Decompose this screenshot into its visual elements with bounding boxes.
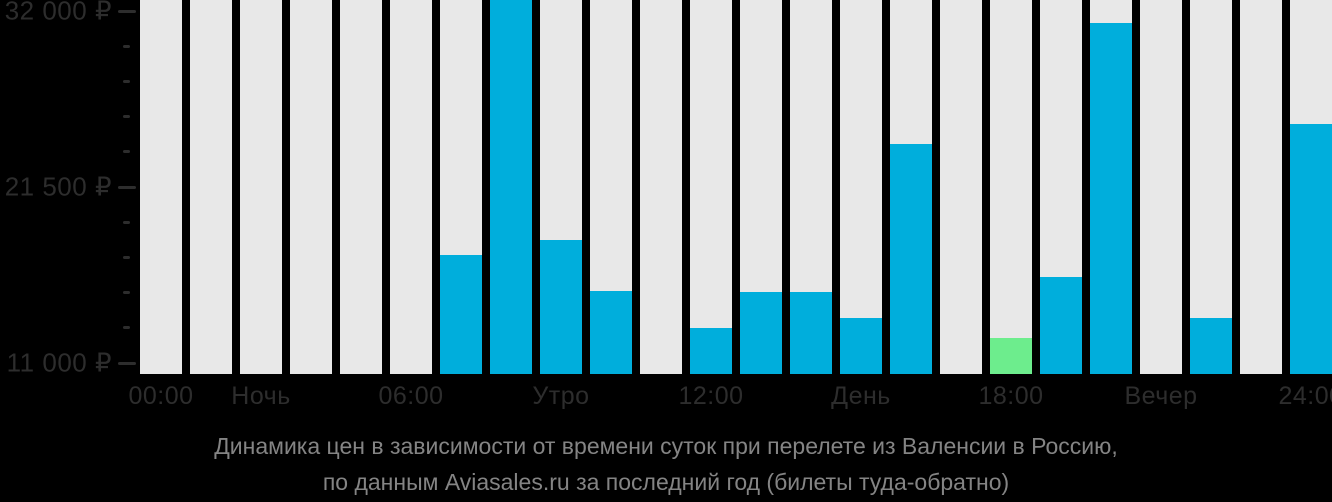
bar-background-column (640, 0, 682, 374)
y-axis-label: 32 000 ₽ (4, 0, 112, 26)
price-bar-hour-21[interactable] (1190, 317, 1232, 374)
price-bar-hour-09[interactable] (590, 290, 632, 374)
bar-background-column (1240, 0, 1282, 374)
y-tick-minor (123, 326, 130, 330)
x-axis-label-Ночь: Ночь (231, 382, 291, 410)
price-bar-hour-06[interactable] (440, 255, 482, 374)
x-axis-label-Утро: Утро (532, 382, 590, 410)
x-axis-label-1200: 12:00 (678, 382, 744, 410)
y-tick-minor (123, 255, 130, 259)
price-bar-hour-18[interactable] (1040, 277, 1082, 374)
x-axis-label-0000: 00:00 (128, 382, 194, 410)
y-tick-minor (123, 291, 130, 295)
price-bar-hour-15[interactable] (890, 144, 932, 374)
y-axis-label: 11 000 ₽ (6, 347, 112, 378)
bar-background-column (1190, 0, 1232, 374)
caption-line-2: по данным Aviasales.ru за последний год … (322, 469, 1010, 495)
bar-background-column (1140, 0, 1182, 374)
bar-background-column (690, 0, 732, 374)
price-bar-hour-12[interactable] (740, 292, 782, 374)
x-axis-label-0600: 06:00 (378, 382, 444, 410)
y-tick-major (118, 9, 136, 13)
caption-line-1: Динамика цен в зависимости от времени су… (214, 433, 1118, 459)
bar-background-column (840, 0, 882, 374)
price-bar-hour-07[interactable] (490, 0, 532, 374)
price-bar-cheapest-hour-17[interactable] (990, 337, 1032, 374)
y-tick-major (118, 185, 136, 189)
x-axis-label-1800: 18:00 (978, 382, 1044, 410)
price-bar-hour-11[interactable] (690, 327, 732, 374)
bar-background-column (240, 0, 282, 374)
bar-background-column (340, 0, 382, 374)
y-tick-minor (123, 115, 130, 119)
y-tick-minor (123, 79, 130, 83)
y-tick-major (118, 361, 136, 365)
y-tick-minor (123, 44, 130, 48)
x-axis-label-Вечер: Вечер (1124, 382, 1198, 410)
price-bar-hour-19[interactable] (1090, 23, 1132, 374)
bar-background-column (940, 0, 982, 374)
y-tick-minor (123, 150, 130, 154)
price-bar-hour-13[interactable] (790, 292, 832, 374)
x-axis-label-День: День (831, 382, 891, 410)
x-axis-label-2400: 24:00 (1278, 382, 1332, 410)
y-tick-minor (123, 220, 130, 224)
bar-background-column (190, 0, 232, 374)
plot-area (140, 0, 1332, 374)
bar-background-column (390, 0, 432, 374)
bar-background-column (290, 0, 332, 374)
price-bar-hour-14[interactable] (840, 317, 882, 374)
price-bar-hour-08[interactable] (540, 240, 582, 374)
y-axis-label: 21 500 ₽ (4, 171, 112, 202)
price-bar-hour-23[interactable] (1290, 124, 1332, 374)
bar-background-column (140, 0, 182, 374)
bar-background-column (990, 0, 1032, 374)
